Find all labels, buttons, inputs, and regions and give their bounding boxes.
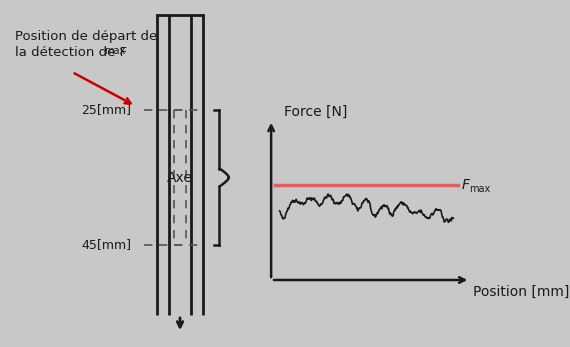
Text: F: F <box>462 178 470 192</box>
Text: 45[mm]: 45[mm] <box>82 238 131 252</box>
Text: Position de départ de: Position de départ de <box>15 30 157 43</box>
Text: 25[mm]: 25[mm] <box>82 103 131 117</box>
Text: Force [N]: Force [N] <box>284 105 347 119</box>
Text: Position [mm]: Position [mm] <box>473 285 569 299</box>
Text: max: max <box>469 184 491 194</box>
Text: la détection de F: la détection de F <box>15 46 127 59</box>
Text: max: max <box>104 46 125 56</box>
Text: Axe: Axe <box>167 170 193 185</box>
